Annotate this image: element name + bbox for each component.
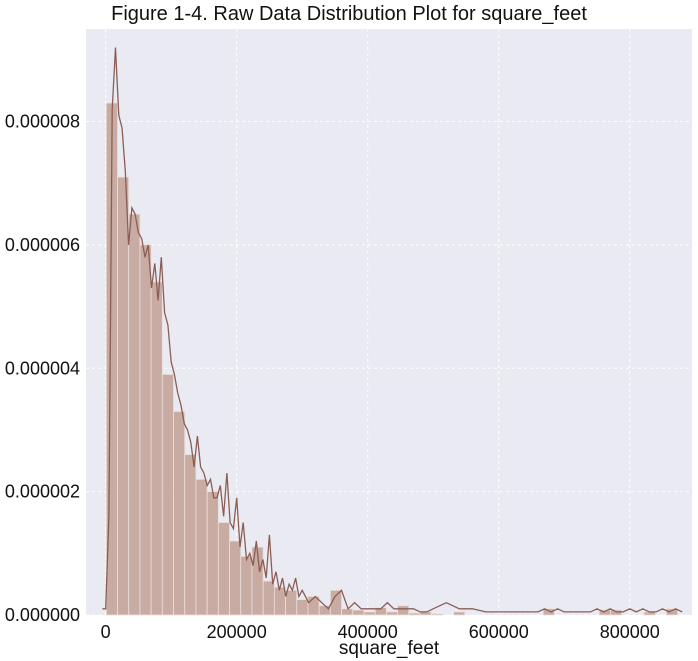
x-tick-label: 400000 — [338, 622, 398, 642]
x-tick-label: 200000 — [207, 622, 267, 642]
histogram-bar — [262, 580, 275, 616]
x-tick-label: 800000 — [600, 622, 660, 642]
histogram-bar — [385, 611, 398, 616]
histogram-bar — [408, 612, 421, 616]
y-tick-label: 0.000004 — [5, 358, 80, 378]
histogram-bar — [296, 599, 309, 616]
histogram-bar — [453, 611, 466, 616]
histogram-bar — [285, 589, 298, 616]
y-tick-labels: 0.000000 0.000002 0.000004 0.000006 0.000008 — [5, 112, 80, 625]
histogram-bar — [397, 605, 410, 616]
x-tick-label: 600000 — [469, 622, 529, 642]
histogram-bar — [341, 608, 354, 616]
histogram-bar — [195, 478, 208, 616]
histogram-bar — [352, 609, 365, 616]
y-tick-label: 0.000006 — [5, 235, 80, 255]
x-axis-title: square_feet — [339, 638, 440, 659]
kde-curve — [102, 47, 683, 613]
histogram-bar — [374, 607, 387, 616]
kde-line — [102, 47, 683, 613]
gridlines — [86, 29, 692, 616]
histogram-bar — [240, 556, 253, 616]
x-tick-labels: 0 200000 400000 600000 800000 — [101, 622, 660, 642]
histogram-bar — [206, 491, 219, 616]
histogram-bar — [150, 281, 163, 616]
y-tick-label: 0.000008 — [5, 112, 80, 132]
y-tick-label: 0.000000 — [5, 605, 80, 625]
y-tick-label: 0.000002 — [5, 482, 80, 502]
histogram-bar — [217, 522, 230, 616]
histogram-bar — [139, 244, 152, 616]
histogram-bar — [273, 586, 286, 616]
histogram-bar — [173, 411, 186, 616]
histogram-bar — [329, 589, 342, 616]
histogram-bar — [229, 540, 242, 616]
histogram-bar — [430, 613, 443, 616]
histogram-bar — [161, 374, 174, 616]
histogram-bar — [128, 213, 141, 616]
histogram-bar — [666, 608, 679, 616]
histogram-bar — [542, 608, 555, 616]
chart-title: Figure 1-4. Raw Data Distribution Plot f… — [111, 3, 587, 25]
histogram-bar — [363, 611, 376, 616]
histogram-bar — [117, 176, 130, 616]
histogram-bar — [184, 454, 197, 616]
x-tick-label: 0 — [101, 622, 111, 642]
